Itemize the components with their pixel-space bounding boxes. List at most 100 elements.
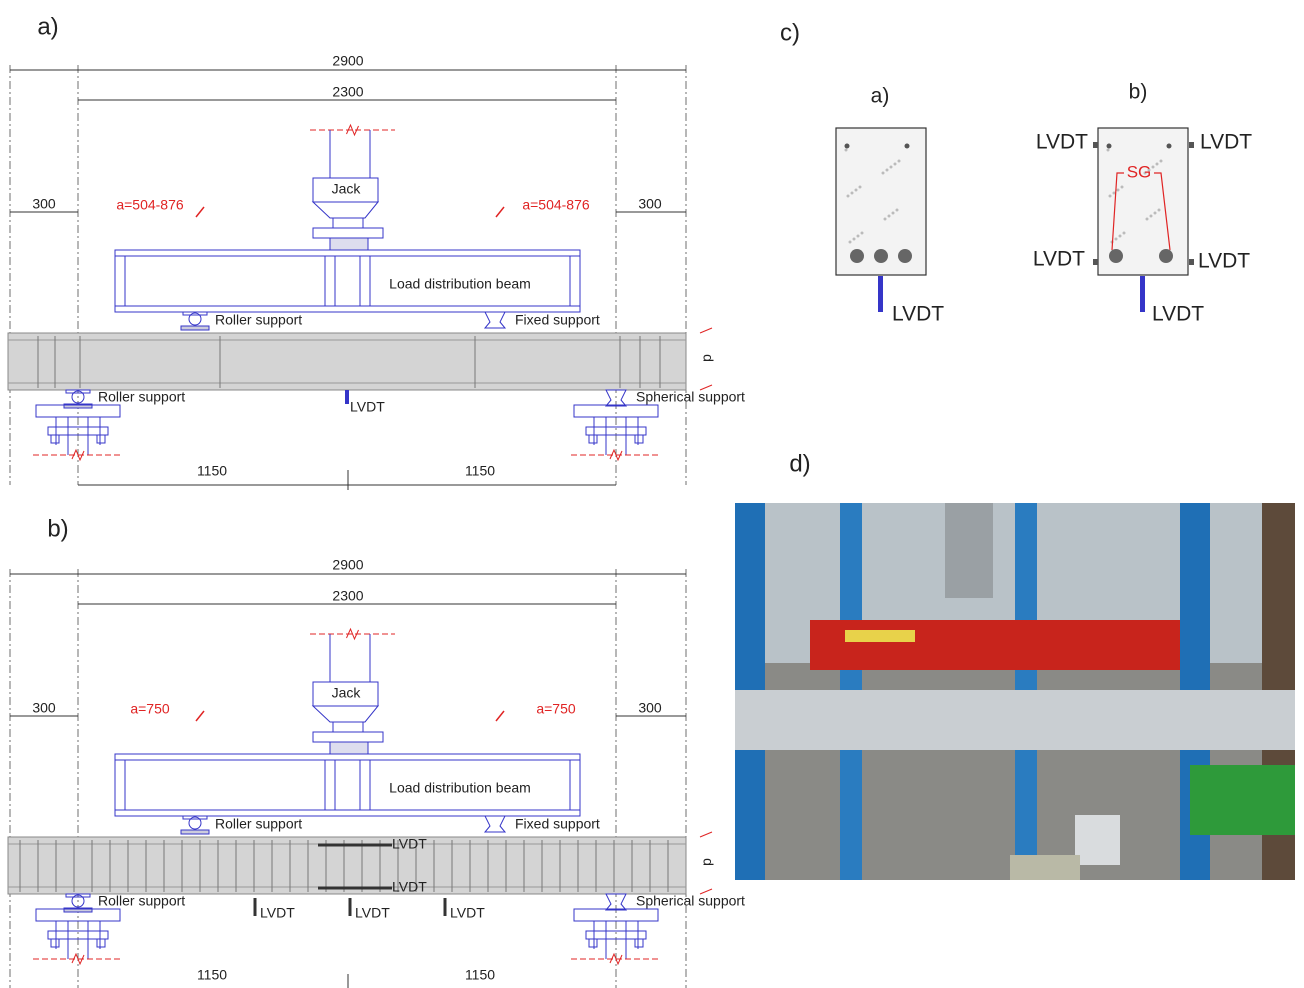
dimension: 300 (638, 700, 662, 716)
rebar (1109, 249, 1123, 263)
lvdt-label: LVDT (355, 905, 390, 921)
dimension: 1150 (197, 967, 227, 983)
bolt (589, 435, 597, 443)
bolt (97, 435, 105, 443)
support-label: Spherical support (636, 893, 745, 909)
panel-label: c) (780, 19, 800, 46)
aggregate (861, 232, 864, 235)
rebar (898, 249, 912, 263)
aggregate (896, 209, 899, 212)
break-mark (347, 629, 359, 639)
aggregate (1117, 189, 1120, 192)
lvdt (1140, 276, 1145, 312)
support-label: Roller support (215, 312, 302, 328)
aggregate (853, 238, 856, 241)
top-bar (1107, 144, 1112, 149)
aggregate (1119, 235, 1122, 238)
aggregate (1107, 149, 1110, 152)
aggregate (855, 189, 858, 192)
top-bar (1167, 144, 1172, 149)
section-label: a) (871, 85, 890, 108)
jack-label: Jack (332, 181, 362, 197)
lvdt-label: LVDT (1198, 250, 1250, 273)
dimension-tick (496, 711, 504, 721)
aggregate (1115, 238, 1118, 241)
aggregate (882, 172, 885, 175)
shear-span: a=750 (130, 701, 170, 717)
bolt (635, 939, 643, 947)
lvdt-label: LVDT (350, 399, 385, 415)
lvdt-label: LVDT (450, 905, 485, 921)
dimension: 2900 (332, 53, 363, 69)
aggregate (892, 212, 895, 215)
aggregate (886, 169, 889, 172)
plate (313, 228, 383, 238)
support-label: Fixed support (515, 312, 600, 328)
support-plate (181, 830, 209, 834)
aggregate (845, 149, 848, 152)
bolt (97, 939, 105, 947)
bolt (635, 435, 643, 443)
distribution-beam-label: Load distribution beam (389, 780, 531, 796)
jack-head (313, 202, 378, 218)
lvdt-label: LVDT (260, 905, 295, 921)
aggregate (1150, 215, 1153, 218)
bolt (51, 939, 59, 947)
dimension: 1150 (465, 967, 495, 983)
dimension: 300 (638, 196, 662, 212)
shear-span: a=750 (536, 701, 576, 717)
support-label: Roller support (98, 893, 185, 909)
support-label: Roller support (215, 816, 302, 832)
dimension: 300 (32, 196, 56, 212)
dimension-tick (700, 832, 712, 837)
dimension: 2300 (332, 588, 363, 604)
aggregate (1123, 232, 1126, 235)
plate (313, 732, 383, 742)
lvdt (878, 276, 883, 312)
dimension: 2300 (332, 84, 363, 100)
aggregate (1158, 209, 1161, 212)
panel-label: b) (47, 515, 68, 542)
lvdt (1093, 259, 1098, 265)
aggregate (898, 160, 901, 163)
lvdt-label: LVDT (1036, 131, 1088, 154)
top-bar (845, 144, 850, 149)
aggregate (884, 218, 887, 221)
jack-label: Jack (332, 685, 362, 701)
shear-span: a=504-876 (116, 197, 184, 213)
lvdt-label: LVDT (392, 836, 427, 852)
lvdt (345, 390, 349, 404)
break-mark (347, 125, 359, 135)
jack-piston (333, 218, 363, 228)
bolt (51, 435, 59, 443)
shear-span: a=504-876 (522, 197, 590, 213)
aggregate (890, 166, 893, 169)
lvdt (1189, 259, 1194, 265)
dimension: 1150 (465, 463, 495, 479)
dimension-tick (700, 328, 712, 333)
aggregate (1146, 218, 1149, 221)
support-label: Spherical support (636, 389, 745, 405)
dimension-tick (496, 207, 504, 217)
lvdt-label: LVDT (1033, 248, 1085, 271)
panel-label: d) (789, 450, 810, 477)
aggregate (859, 186, 862, 189)
rebar (874, 249, 888, 263)
dimension: 300 (32, 700, 56, 716)
depth-label: d (700, 858, 716, 866)
strain-gauge-label: SG (1127, 162, 1152, 181)
plate (330, 238, 368, 250)
support-label: Roller support (98, 389, 185, 405)
top-bar (905, 144, 910, 149)
support-label: Fixed support (515, 816, 600, 832)
lvdt (1189, 142, 1194, 148)
lvdt-label: LVDT (1152, 303, 1204, 326)
aggregate (1156, 163, 1159, 166)
figure: a) 2900 2300 300 300 a=504-876 a=504-876 Jack Lo… (0, 0, 1304, 988)
rebar (1159, 249, 1173, 263)
aggregate (857, 235, 860, 238)
support-spherical (485, 312, 505, 328)
dimension: 2900 (332, 557, 363, 573)
lvdt-label: LVDT (1200, 131, 1252, 154)
lvdt-label: LVDT (392, 879, 427, 895)
